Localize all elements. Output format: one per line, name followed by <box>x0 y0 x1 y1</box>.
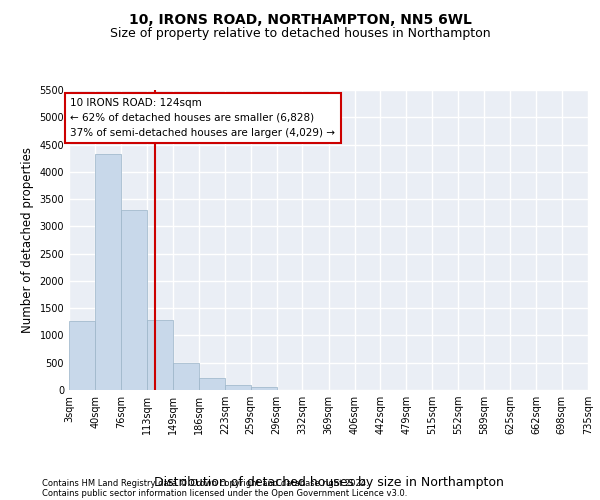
Bar <box>147 320 173 390</box>
Y-axis label: Number of detached properties: Number of detached properties <box>21 147 34 333</box>
X-axis label: Distribution of detached houses by size in Northampton: Distribution of detached houses by size … <box>154 476 503 489</box>
Text: Size of property relative to detached houses in Northampton: Size of property relative to detached ho… <box>110 28 490 40</box>
Text: Contains public sector information licensed under the Open Government Licence v3: Contains public sector information licen… <box>42 488 407 498</box>
Text: 10, IRONS ROAD, NORTHAMPTON, NN5 6WL: 10, IRONS ROAD, NORTHAMPTON, NN5 6WL <box>128 12 472 26</box>
Text: 10 IRONS ROAD: 124sqm
← 62% of detached houses are smaller (6,828)
37% of semi-d: 10 IRONS ROAD: 124sqm ← 62% of detached … <box>70 98 335 138</box>
Bar <box>69 320 95 390</box>
Bar <box>95 154 121 390</box>
Bar <box>251 386 277 390</box>
Bar <box>121 210 147 390</box>
Text: Contains HM Land Registry data © Crown copyright and database right 2024.: Contains HM Land Registry data © Crown c… <box>42 478 368 488</box>
Bar <box>225 385 251 390</box>
Bar <box>199 378 225 390</box>
Bar <box>173 364 199 390</box>
